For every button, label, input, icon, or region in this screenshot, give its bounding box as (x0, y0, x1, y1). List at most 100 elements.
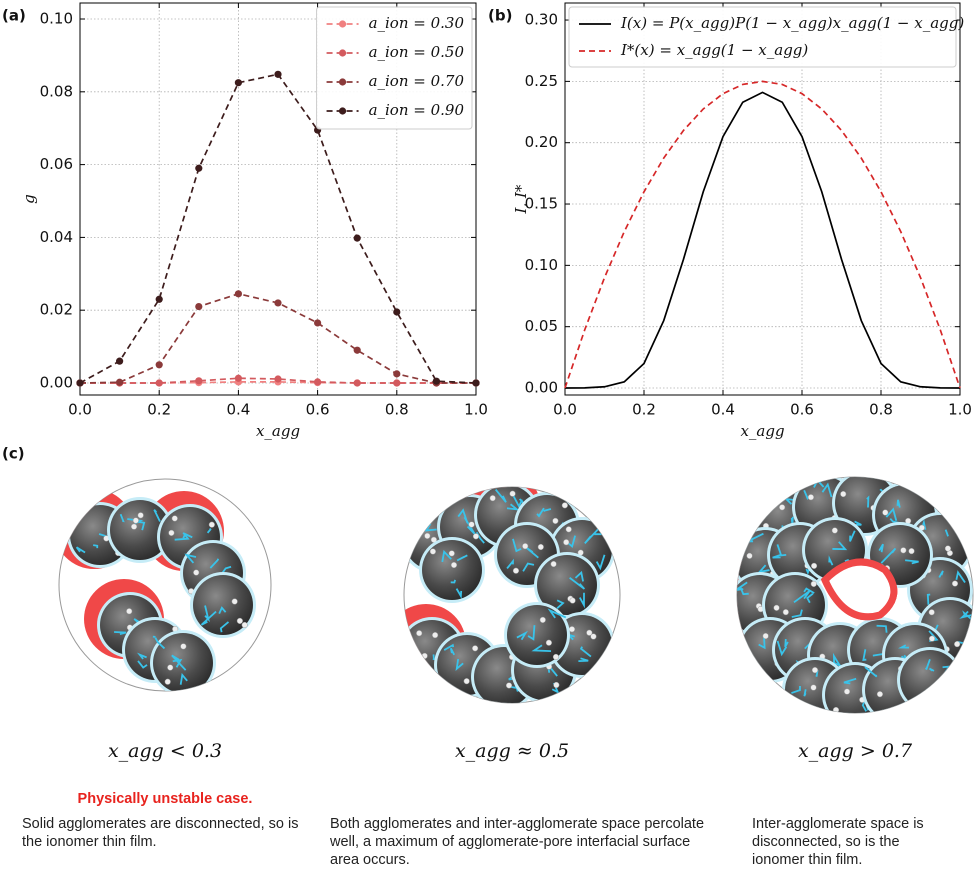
ionomer-strand (799, 706, 801, 708)
panel-label: (c) (2, 445, 25, 463)
pt-particle (909, 548, 915, 554)
x-axis-label: x_agg (256, 422, 300, 440)
pt-particle (832, 528, 838, 534)
x-tick-label: 1.0 (948, 401, 972, 419)
pt-particle (844, 689, 850, 695)
ionomer-strand (927, 694, 936, 701)
data-point (393, 379, 400, 386)
data-point (433, 378, 440, 385)
pt-particle (808, 494, 814, 500)
agglomerate (422, 540, 482, 600)
data-point (195, 377, 202, 384)
pt-particle (812, 667, 818, 673)
pt-particle (540, 617, 546, 623)
panel-label: (a) (2, 7, 26, 25)
pt-particle (945, 546, 951, 552)
data-point (195, 165, 202, 172)
data-point (393, 370, 400, 377)
pt-particle (449, 551, 455, 557)
x-axis-label: x_agg (740, 422, 784, 440)
pt-particle (562, 503, 568, 509)
pt-particle (432, 632, 438, 638)
pt-particle (522, 543, 528, 549)
pt-particle (774, 605, 780, 611)
legend: a_ion = 0.30a_ion = 0.50a_ion = 0.70a_io… (317, 7, 472, 129)
pt-particle (131, 524, 137, 530)
pt-particle (546, 640, 552, 646)
y-tick-label: 0.08 (40, 82, 73, 100)
pt-particle (472, 646, 478, 652)
illustration (714, 470, 976, 728)
pt-particle (811, 563, 817, 569)
pt-particle (563, 539, 569, 545)
data-point (235, 290, 242, 297)
pt-particle (566, 527, 572, 533)
pt-particle (473, 534, 479, 540)
data-point (156, 361, 163, 368)
data-point (314, 319, 321, 326)
legend-marker (339, 49, 346, 56)
pt-particle (763, 633, 769, 639)
y-tick-label: 0.00 (40, 373, 73, 391)
pt-particle (591, 634, 597, 640)
pt-particle (416, 630, 422, 636)
y-tick-label: 0.25 (525, 72, 558, 90)
pt-particle (165, 679, 171, 685)
series-line (565, 81, 960, 388)
pt-particle (538, 544, 544, 550)
ionomer-strand (417, 523, 422, 526)
pt-particle (940, 690, 946, 696)
pt-particle (882, 510, 888, 516)
legend: I(x) = P(x_agg)P(1 − x_agg)x_agg(1 − x_a… (569, 7, 964, 67)
x-tick-label: 0.2 (632, 401, 656, 419)
data-point (76, 379, 83, 386)
data-point (156, 379, 163, 386)
legend-marker (339, 20, 346, 27)
legend-label: a_ion = 0.30 (369, 14, 465, 32)
x-tick-label: 1.0 (464, 401, 488, 419)
data-point (235, 375, 242, 382)
data-point (235, 79, 242, 86)
pt-particle (569, 626, 575, 632)
series-line (565, 92, 960, 388)
legend-marker (339, 78, 346, 85)
pt-particle (464, 678, 470, 684)
y-tick-label: 0.02 (40, 301, 73, 319)
y-tick-label: 0.10 (525, 256, 558, 274)
pt-particle (133, 518, 139, 524)
y-tick-label: 0.10 (40, 10, 73, 28)
pt-particle (944, 672, 950, 678)
pt-particle (242, 622, 248, 628)
description: Inter-agglomerate space is disconnected,… (752, 815, 952, 869)
legend-label: I*(x) = x_agg(1 − x_agg) (620, 41, 808, 59)
condition-label: x_agg < 0.3 (108, 740, 222, 762)
pt-particle (451, 562, 457, 568)
pt-particle (929, 609, 935, 615)
pt-particle (490, 495, 496, 501)
pt-particle (783, 609, 789, 615)
ionomer-strand (907, 703, 913, 711)
pt-particle (237, 618, 243, 624)
pt-particle (138, 512, 144, 518)
data-point (274, 375, 281, 382)
highlight: Physically unstable case. (20, 791, 310, 807)
data-point (195, 303, 202, 310)
pt-particle (169, 530, 175, 536)
legend-label: I(x) = P(x_agg)P(1 − x_agg)x_agg(1 − x_a… (620, 14, 964, 32)
pt-particle (840, 491, 846, 497)
pt-particle (430, 549, 436, 555)
description: Solid agglomerates are disconnected, so … (22, 815, 302, 851)
pt-particle (929, 636, 935, 642)
pt-particle (747, 553, 753, 559)
pt-particle (172, 516, 178, 522)
agglomerate (900, 650, 960, 710)
data-point (274, 299, 281, 306)
panel-label: (b) (488, 7, 512, 25)
data-point (393, 308, 400, 315)
pt-particle (506, 683, 512, 689)
data-point (314, 378, 321, 385)
y-axis-label: I, I* (512, 184, 530, 214)
legend-label: a_ion = 0.50 (369, 43, 465, 61)
